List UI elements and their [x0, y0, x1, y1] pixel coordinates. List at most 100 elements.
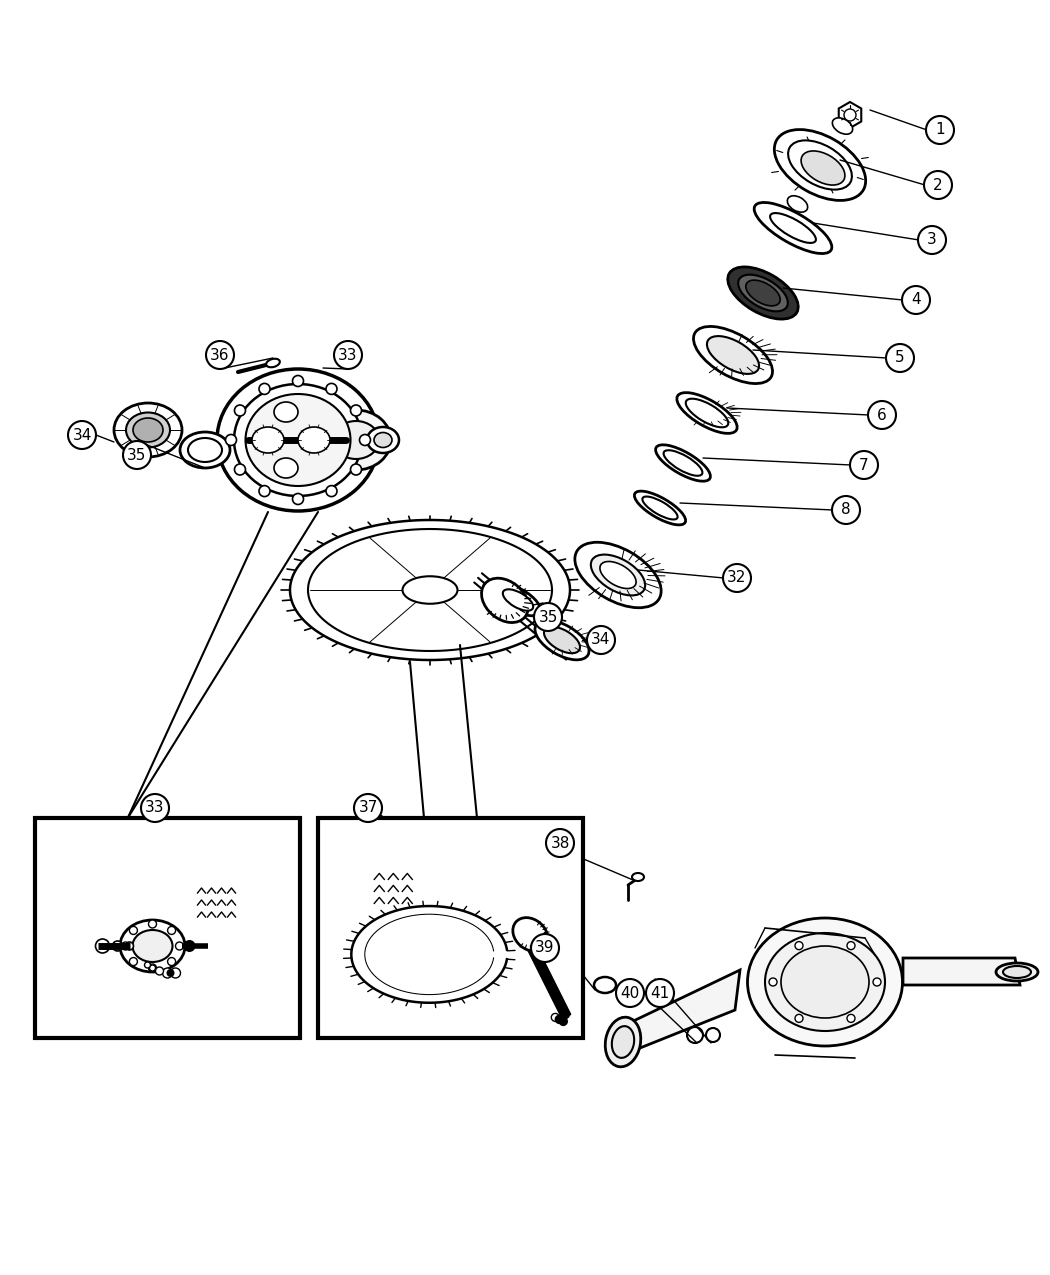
Text: 32: 32	[728, 570, 747, 585]
Circle shape	[534, 603, 562, 631]
Ellipse shape	[544, 627, 580, 653]
Text: 35: 35	[539, 609, 558, 625]
Ellipse shape	[512, 918, 548, 951]
Text: 33: 33	[338, 348, 358, 362]
Circle shape	[326, 384, 337, 394]
Text: 7: 7	[859, 458, 868, 473]
Circle shape	[234, 405, 246, 416]
Ellipse shape	[246, 394, 351, 486]
Circle shape	[167, 969, 174, 977]
Ellipse shape	[774, 130, 865, 200]
Circle shape	[847, 942, 855, 950]
Ellipse shape	[290, 520, 570, 660]
Circle shape	[293, 376, 303, 386]
Ellipse shape	[738, 274, 788, 311]
Ellipse shape	[632, 873, 644, 881]
Circle shape	[795, 1015, 803, 1023]
Ellipse shape	[594, 977, 616, 993]
Ellipse shape	[188, 439, 222, 462]
Circle shape	[175, 942, 184, 950]
Text: 34: 34	[72, 427, 91, 442]
Circle shape	[902, 286, 930, 314]
Ellipse shape	[274, 458, 298, 478]
Text: 39: 39	[536, 941, 554, 955]
Circle shape	[886, 344, 914, 372]
Ellipse shape	[133, 418, 163, 442]
Text: 40: 40	[621, 986, 639, 1001]
Text: 4: 4	[911, 292, 921, 307]
Ellipse shape	[833, 117, 853, 134]
Text: 2: 2	[933, 177, 943, 193]
Circle shape	[141, 794, 169, 822]
Circle shape	[129, 958, 138, 965]
Ellipse shape	[574, 542, 662, 608]
Polygon shape	[615, 970, 740, 1058]
Circle shape	[868, 402, 896, 428]
Ellipse shape	[686, 399, 729, 427]
Text: 35: 35	[127, 448, 147, 463]
Circle shape	[226, 435, 236, 445]
Circle shape	[795, 942, 803, 950]
Circle shape	[184, 940, 195, 952]
Circle shape	[847, 1015, 855, 1023]
Circle shape	[706, 1028, 720, 1042]
Text: 34: 34	[591, 632, 611, 648]
Ellipse shape	[677, 393, 737, 434]
Ellipse shape	[996, 963, 1038, 980]
Circle shape	[68, 421, 96, 449]
Circle shape	[354, 794, 382, 822]
Circle shape	[206, 340, 234, 368]
Circle shape	[334, 340, 362, 368]
Circle shape	[259, 486, 270, 496]
Bar	[35, 819, 300, 1038]
Circle shape	[926, 116, 954, 144]
Ellipse shape	[1003, 966, 1031, 978]
Circle shape	[873, 978, 881, 986]
Text: 36: 36	[210, 348, 230, 362]
Circle shape	[723, 564, 751, 592]
Polygon shape	[290, 520, 570, 660]
Ellipse shape	[120, 921, 185, 972]
Ellipse shape	[217, 368, 379, 511]
Ellipse shape	[605, 1017, 640, 1067]
Ellipse shape	[126, 413, 170, 448]
Ellipse shape	[374, 432, 392, 448]
Ellipse shape	[234, 384, 362, 496]
Circle shape	[646, 979, 674, 1007]
Circle shape	[616, 979, 644, 1007]
Ellipse shape	[402, 576, 458, 604]
Ellipse shape	[643, 496, 677, 519]
Ellipse shape	[600, 561, 636, 589]
Circle shape	[551, 1014, 560, 1021]
Ellipse shape	[368, 427, 399, 453]
Ellipse shape	[634, 491, 686, 525]
Ellipse shape	[180, 432, 230, 468]
Text: 8: 8	[841, 502, 851, 518]
Circle shape	[234, 464, 246, 476]
Circle shape	[832, 496, 860, 524]
Circle shape	[844, 108, 856, 121]
Circle shape	[123, 441, 151, 469]
Ellipse shape	[655, 445, 711, 481]
Ellipse shape	[728, 266, 798, 319]
Ellipse shape	[365, 914, 494, 994]
Circle shape	[148, 964, 156, 972]
Circle shape	[293, 493, 303, 505]
Ellipse shape	[788, 196, 807, 212]
Circle shape	[918, 226, 946, 254]
Ellipse shape	[482, 578, 528, 622]
Ellipse shape	[754, 203, 832, 254]
Circle shape	[587, 626, 615, 654]
Bar	[318, 819, 583, 1038]
Circle shape	[351, 405, 361, 416]
Text: 38: 38	[550, 835, 570, 850]
Circle shape	[546, 829, 574, 857]
Circle shape	[560, 1017, 567, 1025]
Circle shape	[924, 171, 952, 199]
Ellipse shape	[321, 411, 391, 470]
Circle shape	[531, 935, 559, 963]
Circle shape	[148, 921, 156, 928]
Circle shape	[259, 384, 270, 394]
Circle shape	[129, 927, 138, 935]
Ellipse shape	[252, 427, 284, 453]
